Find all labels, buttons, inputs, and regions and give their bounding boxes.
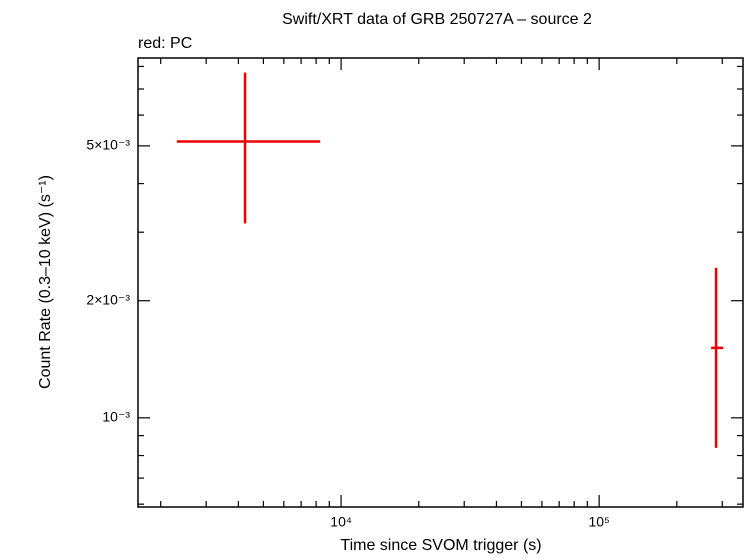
x-tick-label: 10⁵ xyxy=(588,514,609,530)
x-axis-label: Time since SVOM trigger (s) xyxy=(340,537,541,554)
x-tick-label: 10⁴ xyxy=(330,514,352,530)
y-tick-label: 10⁻³ xyxy=(102,409,130,425)
y-tick-label: 5×10⁻³ xyxy=(86,137,130,153)
plot-frame xyxy=(137,57,744,508)
chart-title: Swift/XRT data of GRB 250727A – source 2 xyxy=(282,11,592,28)
subtitle: red: PC xyxy=(138,35,192,52)
y-tick-label: 2×10⁻³ xyxy=(86,291,130,307)
y-axis-label: Count Rate (0.3–10 keV) (s⁻¹) xyxy=(37,175,54,389)
